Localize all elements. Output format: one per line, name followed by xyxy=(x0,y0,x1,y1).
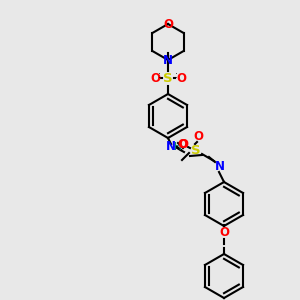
Text: N: N xyxy=(215,160,225,172)
Text: N: N xyxy=(163,53,173,67)
Text: :: : xyxy=(175,71,178,80)
Text: O: O xyxy=(219,226,229,238)
Text: O: O xyxy=(178,139,188,152)
Text: O: O xyxy=(193,130,203,142)
Text: S: S xyxy=(163,71,173,85)
Text: H: H xyxy=(174,142,182,152)
Text: S: S xyxy=(191,143,201,157)
Text: O: O xyxy=(163,17,173,31)
Text: O: O xyxy=(150,71,160,85)
Text: N: N xyxy=(166,140,176,154)
Text: O: O xyxy=(177,137,187,151)
Text: O: O xyxy=(176,71,186,85)
Text: :: : xyxy=(158,71,161,80)
